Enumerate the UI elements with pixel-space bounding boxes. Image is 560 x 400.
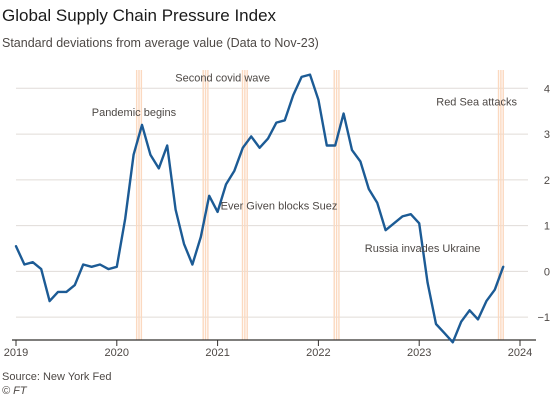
y-tick-label: 3 <box>544 129 550 141</box>
series-layer <box>14 73 505 344</box>
x-tick-label: 2022 <box>306 347 330 359</box>
event-band <box>246 70 248 340</box>
chart-area: 4 3 2 1 0 −1 2019 2020 2021 2022 2023 2024 Pandemic… <box>4 70 550 359</box>
annotation-label: Pandemic begins <box>92 107 177 119</box>
y-tick-label: −1 <box>537 312 550 324</box>
event-band <box>338 70 340 340</box>
event-band <box>502 70 504 340</box>
x-tick-label: 2020 <box>105 347 129 359</box>
x-tick-label: 2023 <box>407 347 431 359</box>
x-tick-label: 2024 <box>508 347 532 359</box>
grid-layer <box>16 87 528 318</box>
event-band <box>497 70 500 340</box>
annotation-label: Ever Given blocks Suez <box>221 201 338 213</box>
chart-subtitle: Standard deviations from average value (… <box>2 36 319 50</box>
event-band <box>138 70 140 340</box>
axes: 4 3 2 1 0 −1 2019 2020 2021 2022 2023 2024 <box>4 83 550 359</box>
event-band <box>140 70 143 340</box>
event-band <box>335 70 338 340</box>
y-tick-label: 2 <box>544 175 550 187</box>
x-tick-label: 2021 <box>205 347 229 359</box>
y-tick-label: 4 <box>544 83 550 95</box>
y-tick-label: 1 <box>544 221 550 233</box>
series-line <box>14 73 505 344</box>
x-tick-label: 2019 <box>4 347 28 359</box>
event-band <box>500 70 502 340</box>
annotation-label: Red Sea attacks <box>436 97 517 109</box>
event-band <box>204 70 207 340</box>
annotation-label: Second covid wave <box>175 72 270 84</box>
event-band <box>241 70 244 340</box>
event-band <box>135 70 138 340</box>
line-chart: 4 3 2 1 0 −1 2019 2020 2021 2022 2023 2024 Pandemic… <box>4 70 550 359</box>
event-band <box>202 70 204 340</box>
event-band <box>333 70 335 340</box>
event-band <box>244 70 246 340</box>
y-tick-label: 0 <box>544 266 550 278</box>
annotations: Pandemic begins Second covid wave Ever Giv… <box>92 72 518 255</box>
annotation-label: Russia invades Ukraine <box>365 243 481 255</box>
ft-credit: © FT <box>2 385 27 397</box>
chart-title: Global Supply Chain Pressure Index <box>2 6 277 25</box>
source-note: Source: New York Fed <box>2 371 112 383</box>
